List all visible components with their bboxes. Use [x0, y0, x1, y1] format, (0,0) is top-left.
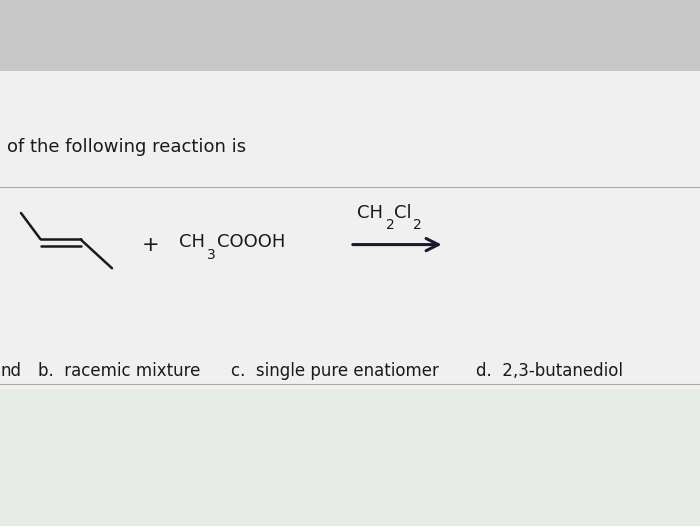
Text: b.  racemic mixture: b. racemic mixture: [38, 362, 201, 380]
Text: +: +: [141, 235, 160, 255]
Text: 3: 3: [207, 248, 216, 262]
Text: of the following reaction is: of the following reaction is: [7, 138, 246, 156]
Bar: [0, 0, 700, 71]
Text: 2: 2: [386, 218, 395, 231]
Bar: [0, 389, 700, 526]
Text: COOOH: COOOH: [217, 233, 286, 251]
Text: Cl: Cl: [394, 204, 412, 222]
Text: 2: 2: [413, 218, 421, 231]
Text: d.  2,3-butanediol: d. 2,3-butanediol: [476, 362, 623, 380]
Text: c.  single pure enatiomer: c. single pure enatiomer: [231, 362, 439, 380]
Text: nd: nd: [0, 362, 21, 380]
Text: CH: CH: [357, 204, 383, 222]
Text: CH: CH: [178, 233, 204, 251]
